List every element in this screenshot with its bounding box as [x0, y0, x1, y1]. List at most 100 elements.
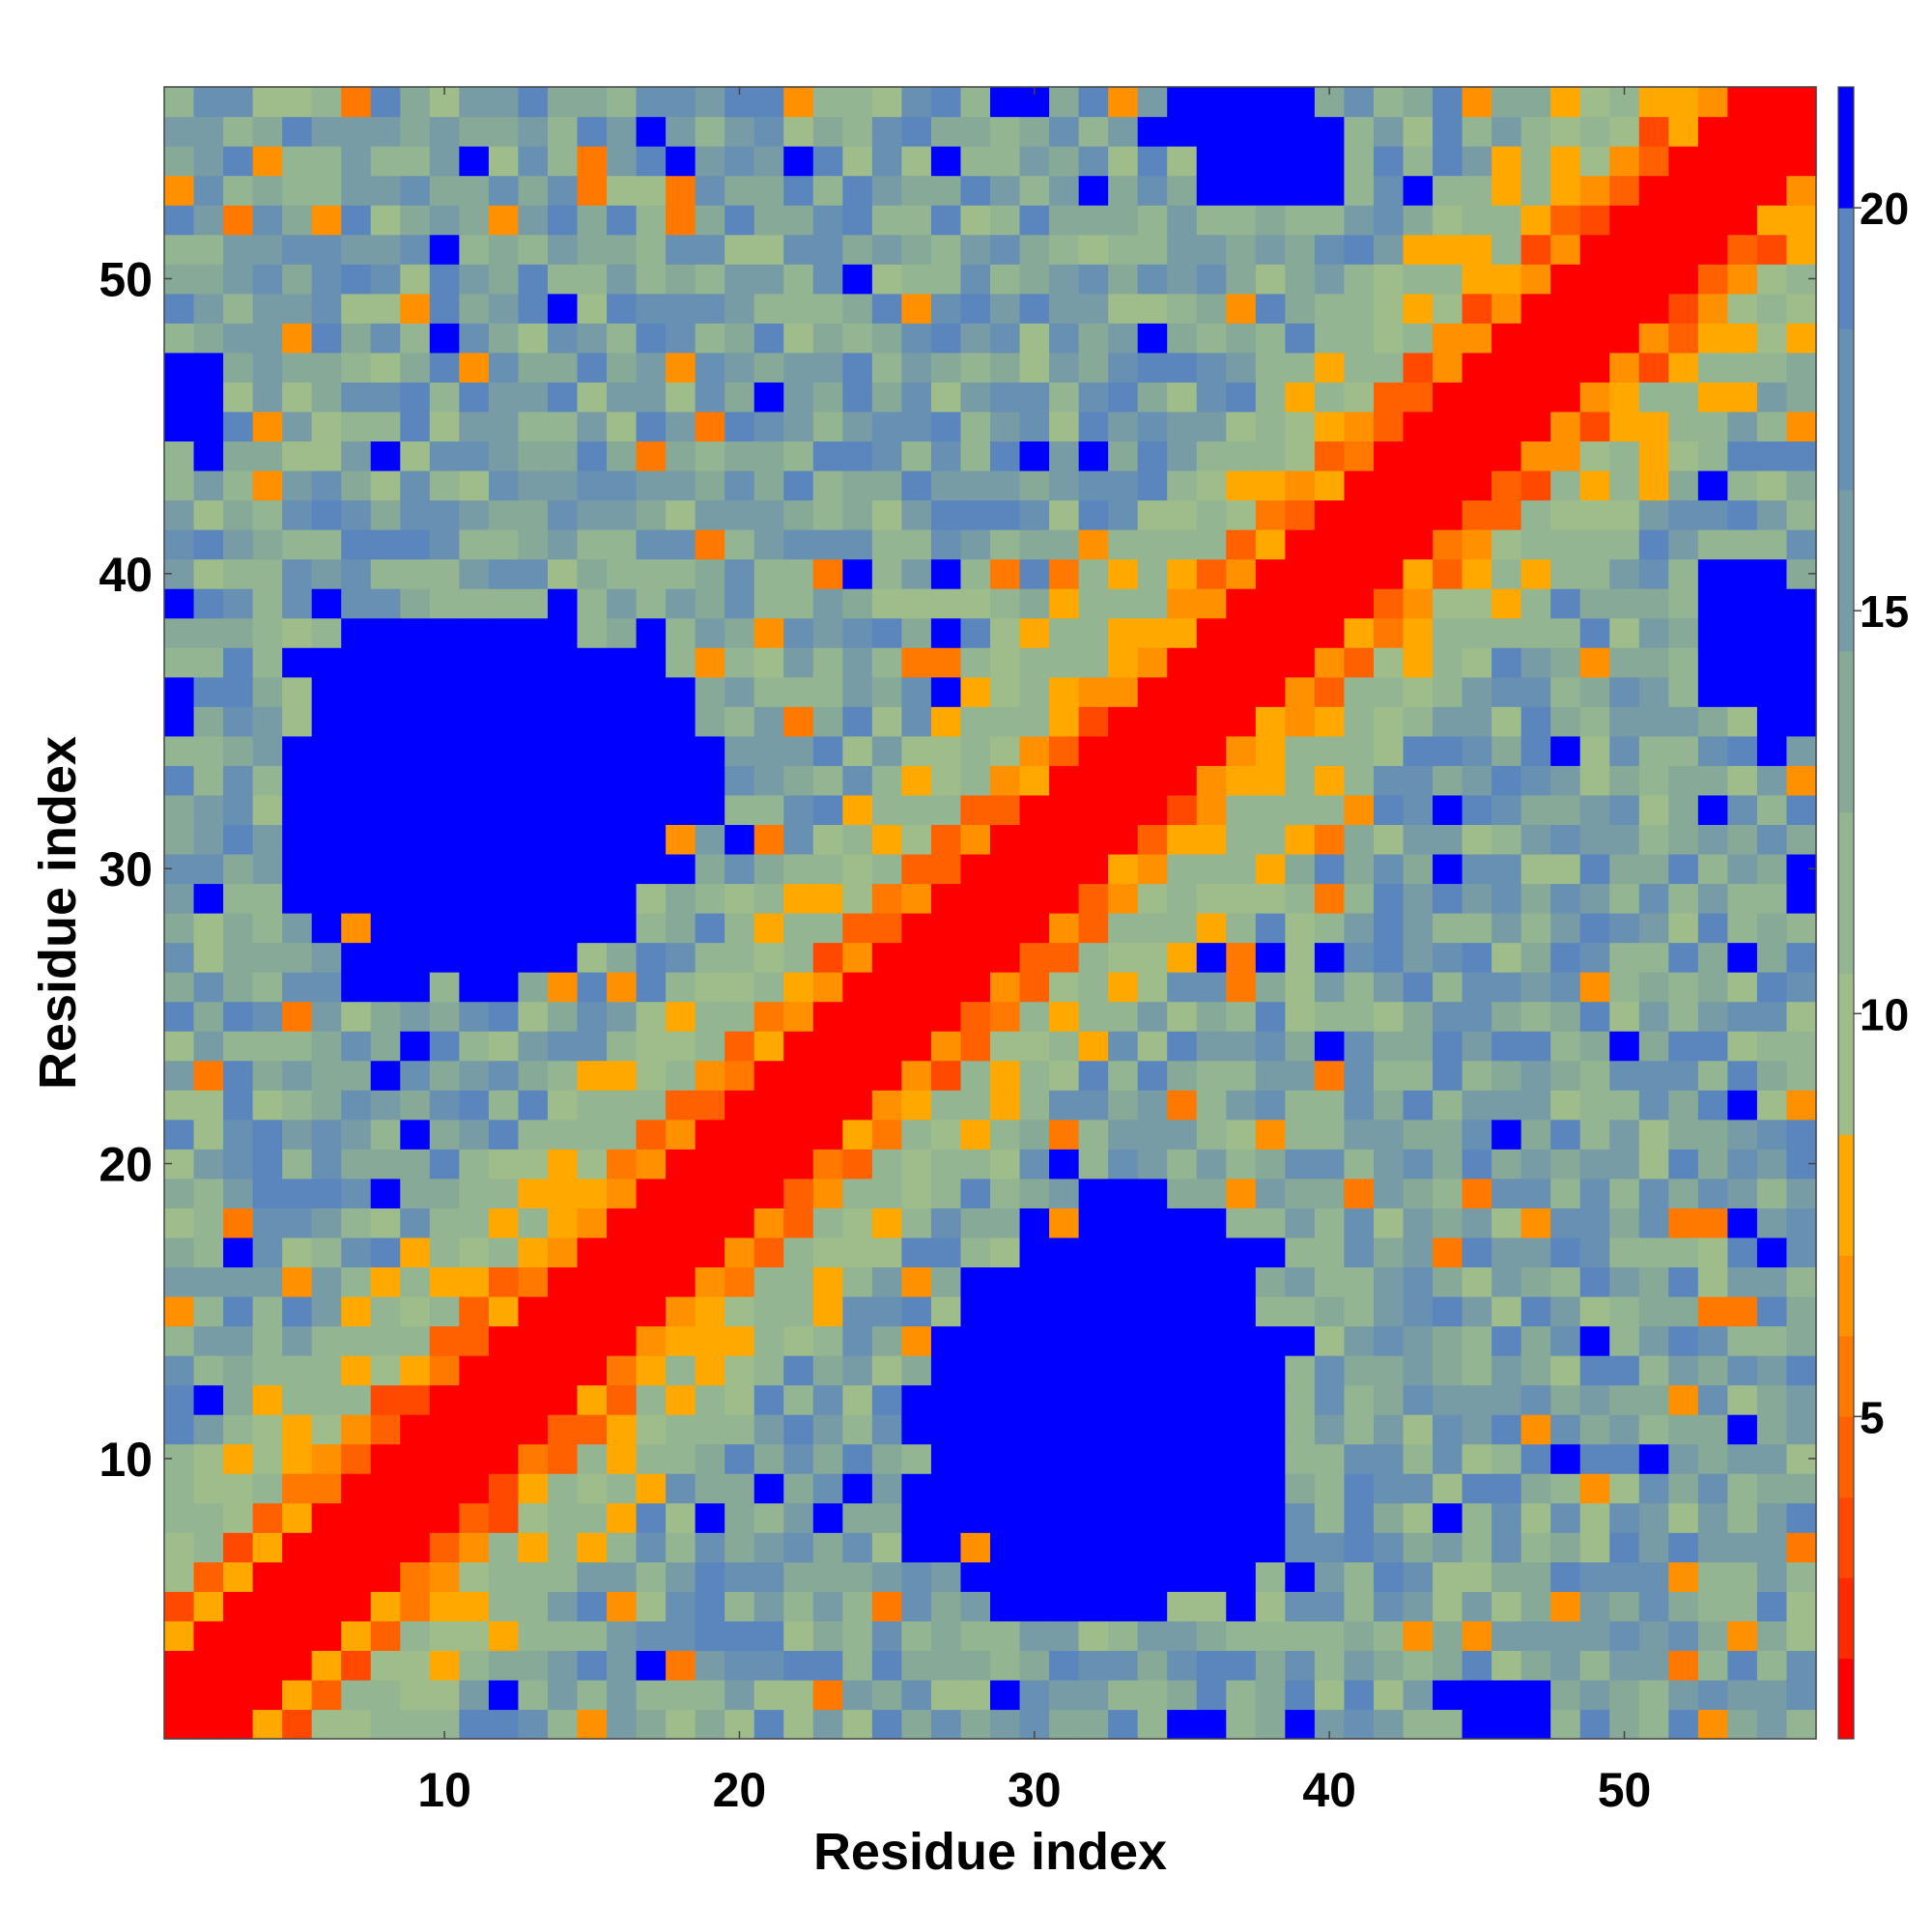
colorbar-band: [1838, 1577, 1854, 1660]
heatmap-cell: [666, 264, 696, 295]
heatmap-cell: [990, 1502, 1021, 1533]
heatmap-cell: [1314, 1443, 1346, 1474]
heatmap-cell: [607, 175, 638, 206]
heatmap-cell: [1520, 735, 1551, 766]
heatmap-cell: [1049, 1266, 1080, 1297]
heatmap-cell: [1786, 469, 1817, 501]
heatmap-cell: [341, 1473, 372, 1504]
heatmap-cell: [1492, 1679, 1522, 1711]
heatmap-cell: [783, 1295, 814, 1327]
heatmap-cell: [1285, 1208, 1316, 1238]
heatmap-cell: [930, 1236, 962, 1268]
heatmap-cell: [370, 1295, 401, 1327]
heatmap-cell: [783, 175, 814, 206]
heatmap-cell: [1786, 1178, 1817, 1208]
heatmap-cell: [607, 1532, 638, 1563]
heatmap-cell: [1137, 883, 1168, 914]
heatmap-cell: [871, 175, 902, 206]
heatmap-cell: [812, 205, 843, 236]
heatmap-cell: [1255, 1325, 1286, 1356]
heatmap-cell: [252, 676, 283, 707]
heatmap-cell: [842, 234, 873, 265]
heatmap-cell: [1373, 735, 1405, 766]
y-tick-label: 10: [99, 1433, 153, 1487]
colorbar-band: [1838, 1335, 1854, 1417]
heatmap-cell: [783, 1060, 814, 1091]
heatmap-cell: [1373, 440, 1405, 471]
heatmap-cell: [282, 1561, 313, 1592]
heatmap-cell: [488, 588, 520, 619]
heatmap-cell: [1786, 499, 1817, 530]
heatmap-cell: [871, 1561, 902, 1592]
heatmap-cell: [459, 352, 490, 383]
heatmap-cell: [1638, 87, 1669, 118]
colorbar-frame: [1837, 86, 1855, 1740]
heatmap-cell: [1579, 1502, 1610, 1533]
heatmap-cell: [1550, 1384, 1581, 1415]
heatmap-cell: [1285, 440, 1316, 471]
heatmap-cell: [1049, 264, 1080, 295]
heatmap-cell: [695, 323, 725, 354]
heatmap-cell: [1078, 1001, 1109, 1032]
heatmap-cell: [252, 1502, 283, 1533]
heatmap-cell: [1609, 913, 1640, 944]
heatmap-cell: [459, 824, 490, 855]
heatmap-cell: [636, 765, 667, 796]
heatmap-cell: [753, 146, 784, 177]
heatmap-cell: [1314, 1384, 1346, 1415]
heatmap-cell: [1697, 1001, 1728, 1032]
heatmap-cell: [1550, 1031, 1581, 1062]
heatmap-cell: [459, 1414, 490, 1445]
heatmap-cell: [164, 205, 195, 236]
heatmap-cell: [488, 1325, 520, 1356]
heatmap-cell: [1255, 323, 1286, 354]
heatmap-cell: [282, 382, 313, 412]
heatmap-cell: [1314, 1060, 1346, 1091]
heatmap-cell: [164, 972, 195, 1003]
heatmap-cell: [1196, 824, 1227, 855]
heatmap-cell: [459, 440, 490, 471]
heatmap-cell: [1609, 676, 1640, 707]
heatmap-cell: [1550, 794, 1581, 825]
heatmap-cell: [636, 853, 667, 885]
heatmap-cell: [311, 1591, 342, 1622]
heatmap-cell: [1609, 205, 1640, 236]
heatmap-cell: [783, 942, 814, 973]
heatmap-cell: [1078, 175, 1109, 206]
heatmap-cell: [842, 293, 873, 324]
heatmap-cell: [488, 440, 520, 471]
heatmap-cell: [459, 1031, 490, 1062]
heatmap-cell: [1579, 352, 1610, 383]
heatmap-cell: [753, 234, 784, 265]
heatmap-cell: [1638, 323, 1669, 354]
heatmap-cell: [488, 1414, 520, 1445]
heatmap-cell: [1462, 1532, 1492, 1563]
heatmap-cell: [930, 1709, 962, 1740]
heatmap-cell: [1462, 1591, 1492, 1622]
heatmap-cell: [429, 382, 460, 412]
heatmap-cell: [400, 913, 431, 944]
heatmap-cell: [311, 264, 342, 295]
heatmap-cell: [488, 735, 520, 766]
heatmap-cell: [1697, 1591, 1728, 1622]
heatmap-cell: [636, 883, 667, 914]
heatmap-cell: [370, 1266, 401, 1297]
heatmap-cell: [1433, 1532, 1463, 1563]
heatmap-cell: [1196, 1060, 1227, 1091]
heatmap-cell: [1019, 883, 1050, 914]
heatmap-cell: [370, 1620, 401, 1651]
heatmap-cell: [901, 1325, 932, 1356]
heatmap-cell: [311, 1295, 342, 1327]
heatmap-cell: [753, 1355, 784, 1386]
heatmap-cell: [1108, 87, 1139, 118]
heatmap-cell: [1579, 116, 1610, 147]
heatmap-cell: [783, 735, 814, 766]
heatmap-cell: [1786, 765, 1817, 796]
heatmap-cell: [370, 1414, 401, 1445]
heatmap-cell: [459, 853, 490, 885]
heatmap-cell: [901, 146, 932, 177]
heatmap-cell: [1167, 942, 1198, 973]
heatmap-cell: [1786, 735, 1817, 766]
heatmap-cell: [1668, 588, 1699, 619]
heatmap-cell: [666, 1414, 696, 1445]
